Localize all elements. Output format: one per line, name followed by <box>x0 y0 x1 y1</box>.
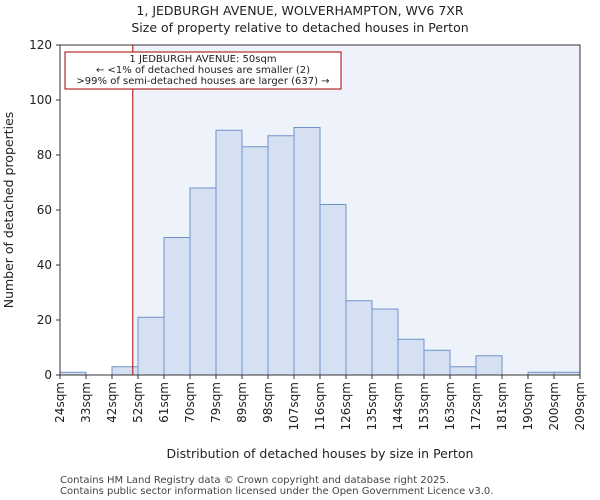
histogram-bar-144sqm <box>397 338 425 376</box>
y-tick-label: 40 <box>37 258 52 272</box>
x-tick-label: 70sqm <box>183 382 197 423</box>
chart-title: 1, JEDBURGH AVENUE, WOLVERHAMPTON, WV6 7… <box>136 3 463 18</box>
x-tick-label: 135sqm <box>365 382 379 430</box>
y-tick-label: 20 <box>37 313 52 327</box>
histogram-bar-89sqm <box>241 146 269 376</box>
y-tick-label: 100 <box>29 93 52 107</box>
x-tick-label: 107sqm <box>287 382 301 430</box>
histogram-bar-153sqm <box>423 349 451 376</box>
y-tick-label: 80 <box>37 148 52 162</box>
histogram-bar-172sqm <box>475 355 503 376</box>
x-tick-label: 52sqm <box>131 382 145 423</box>
x-tick-label: 42sqm <box>105 382 119 423</box>
x-tick-label: 98sqm <box>261 382 275 423</box>
x-tick-label: 79sqm <box>209 382 223 423</box>
x-tick-label: 209sqm <box>573 382 587 430</box>
annotation-box-frame <box>64 51 342 90</box>
annotation-line-1: 1 JEDBURGH AVENUE: 50sqm <box>129 54 276 65</box>
y-axis-label: Number of detached properties <box>1 112 16 309</box>
histogram-bar-42sqm <box>111 366 139 376</box>
chart-subtitle: Size of property relative to detached ho… <box>131 20 468 35</box>
y-tick-label: 0 <box>44 368 52 382</box>
x-tick-label: 33sqm <box>79 382 93 423</box>
histogram-bar-61sqm <box>163 237 191 376</box>
histogram-bar-70sqm <box>189 187 217 376</box>
histogram-bar-135sqm <box>371 308 399 376</box>
x-tick-label: 163sqm <box>443 382 457 430</box>
footer-line-2: Contains public sector information licen… <box>60 486 493 497</box>
histogram-bar-126sqm <box>345 300 373 376</box>
x-tick-label: 153sqm <box>417 382 431 430</box>
y-tick-label: 60 <box>37 203 52 217</box>
x-tick-label: 190sqm <box>521 382 535 430</box>
histogram-bar-52sqm <box>137 316 165 376</box>
x-tick-label: 61sqm <box>157 382 171 423</box>
x-axis-label: Distribution of detached houses by size … <box>167 446 474 461</box>
histogram-bar-79sqm <box>215 129 243 376</box>
x-tick-label: 172sqm <box>469 382 483 430</box>
x-tick-label: 144sqm <box>391 382 405 430</box>
histogram-bar-116sqm <box>319 204 347 376</box>
x-tick-label: 200sqm <box>547 382 561 430</box>
x-tick-label: 24sqm <box>53 382 67 423</box>
annotation-box: 1 JEDBURGH AVENUE: 50sqm ← <1% of detach… <box>64 51 342 90</box>
x-axis-ticks: 24sqm 33sqm 42sqm 52sqm 61sqm 70sqm 79sqm 89sqm… <box>53 375 587 430</box>
bars-group <box>59 127 581 376</box>
x-tick-label: 126sqm <box>339 382 353 430</box>
y-axis-ticks: 0 20 40 60 80 100 120 <box>29 38 60 382</box>
annotation-line-2: ← <1% of detached houses are smaller (2) <box>96 65 310 76</box>
x-tick-label: 181sqm <box>495 382 509 430</box>
annotation-line-3: >99% of semi-detached houses are larger … <box>76 76 329 87</box>
histogram-bar-163sqm <box>449 366 477 376</box>
footer-line-1: Contains HM Land Registry data © Crown c… <box>60 475 449 486</box>
histogram-bar-107sqm <box>293 127 321 376</box>
x-tick-label: 89sqm <box>235 382 249 423</box>
y-tick-label: 120 <box>29 38 52 52</box>
x-tick-label: 116sqm <box>313 382 327 430</box>
histogram-bar-98sqm <box>267 135 295 376</box>
